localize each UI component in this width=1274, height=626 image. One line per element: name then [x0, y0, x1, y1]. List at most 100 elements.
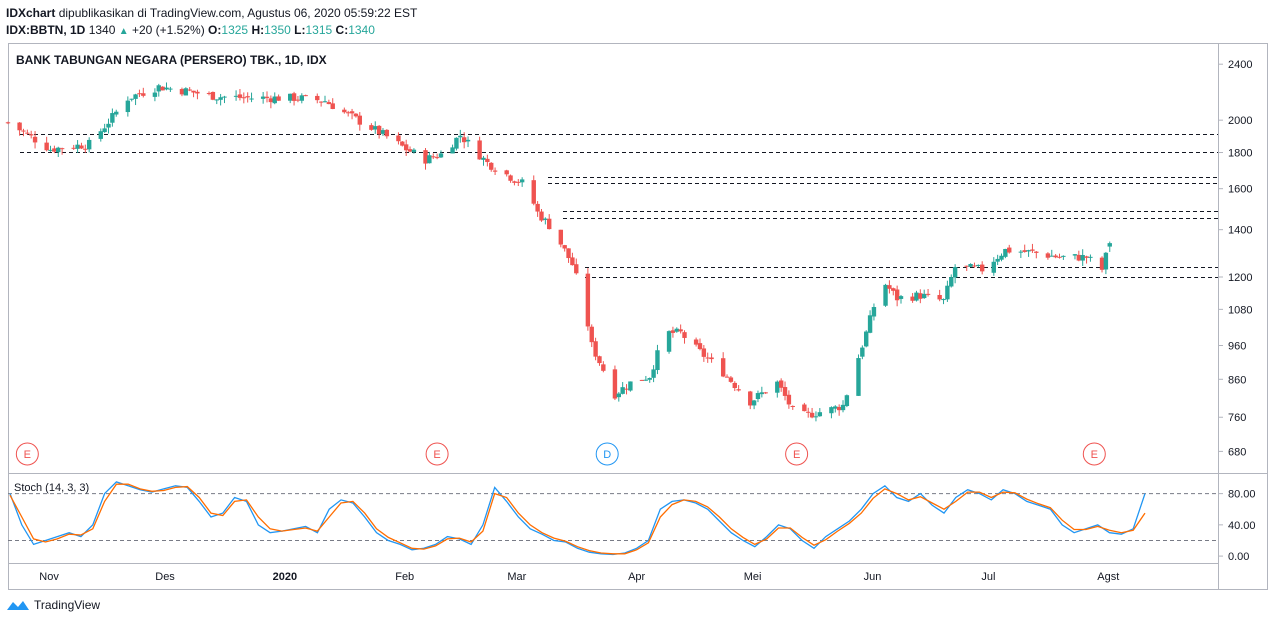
candle[interactable]	[775, 380, 780, 398]
candle[interactable]	[156, 83, 161, 97]
candle[interactable]	[403, 139, 409, 156]
candle[interactable]	[380, 128, 386, 136]
candle[interactable]	[477, 136, 482, 160]
candle[interactable]	[179, 87, 185, 97]
candle[interactable]	[222, 95, 227, 104]
candle[interactable]	[709, 353, 714, 363]
candle[interactable]	[883, 283, 888, 307]
candle[interactable]	[705, 352, 710, 363]
candle[interactable]	[728, 375, 734, 383]
candle[interactable]	[373, 121, 378, 134]
candle[interactable]	[809, 407, 815, 419]
candle[interactable]	[778, 378, 784, 392]
candle[interactable]	[887, 280, 892, 294]
candle[interactable]	[25, 129, 30, 135]
candle[interactable]	[1072, 253, 1078, 260]
candle[interactable]	[1053, 254, 1058, 259]
candle[interactable]	[75, 140, 80, 153]
candle[interactable]	[1057, 253, 1062, 259]
candle[interactable]	[817, 408, 823, 417]
candle[interactable]	[976, 264, 981, 268]
candle[interactable]	[535, 201, 540, 217]
candle[interactable]	[763, 391, 768, 394]
candle[interactable]	[141, 87, 146, 98]
candle[interactable]	[5, 121, 11, 125]
candle[interactable]	[21, 128, 26, 137]
candle[interactable]	[643, 375, 649, 382]
candle[interactable]	[48, 145, 53, 152]
candle[interactable]	[585, 268, 591, 331]
candle[interactable]	[697, 338, 703, 351]
candle[interactable]	[160, 86, 165, 91]
candle[interactable]	[183, 87, 189, 96]
candle[interactable]	[508, 174, 513, 183]
candle[interactable]	[434, 153, 440, 160]
candle[interactable]	[1030, 243, 1035, 253]
candle[interactable]	[833, 405, 838, 413]
candle[interactable]	[732, 381, 737, 392]
earnings-marker[interactable]: E	[15, 442, 39, 466]
candle[interactable]	[628, 381, 633, 392]
candle[interactable]	[249, 92, 254, 103]
candle[interactable]	[83, 144, 88, 153]
candle[interactable]	[56, 146, 61, 157]
earnings-marker[interactable]: E	[425, 442, 449, 466]
candle[interactable]	[701, 345, 707, 362]
candle[interactable]	[106, 118, 111, 134]
publisher-name[interactable]: IDXchart	[6, 6, 56, 20]
candle[interactable]	[349, 108, 355, 120]
candle[interactable]	[492, 167, 498, 175]
candle[interactable]	[264, 91, 270, 103]
candle[interactable]	[427, 151, 432, 164]
candle[interactable]	[829, 406, 834, 419]
candle[interactable]	[1003, 248, 1008, 259]
candle[interactable]	[288, 93, 293, 104]
candle[interactable]	[547, 214, 552, 230]
candle[interactable]	[1061, 255, 1066, 260]
candle[interactable]	[299, 93, 305, 104]
candle[interactable]	[991, 257, 996, 276]
candle[interactable]	[353, 113, 359, 118]
candle[interactable]	[489, 162, 494, 172]
candle[interactable]	[1022, 244, 1027, 253]
candle[interactable]	[516, 179, 521, 187]
candle[interactable]	[233, 90, 239, 101]
candle[interactable]	[504, 169, 509, 177]
candle[interactable]	[137, 89, 142, 98]
candle[interactable]	[1026, 249, 1031, 257]
candle[interactable]	[187, 87, 192, 92]
candle[interactable]	[891, 287, 896, 296]
candle[interactable]	[237, 89, 243, 101]
candle[interactable]	[937, 289, 942, 302]
time-axis[interactable]: Nov Des 2020 Feb Mar Apr Mei Jun Jul Agst	[39, 571, 1119, 583]
candle[interactable]	[1088, 254, 1093, 262]
candle[interactable]	[813, 411, 819, 422]
candle[interactable]	[276, 94, 281, 101]
candle[interactable]	[612, 365, 618, 401]
candle[interactable]	[755, 390, 761, 403]
candle[interactable]	[674, 327, 679, 333]
candle[interactable]	[589, 324, 594, 348]
candle[interactable]	[376, 125, 382, 139]
candle[interactable]	[925, 288, 931, 297]
candle[interactable]	[678, 324, 683, 334]
candle[interactable]	[531, 175, 536, 206]
candle[interactable]	[102, 123, 107, 133]
candle[interactable]	[71, 144, 76, 150]
candle[interactable]	[952, 264, 958, 284]
candle[interactable]	[864, 330, 869, 348]
candle[interactable]	[210, 91, 216, 101]
candle[interactable]	[423, 148, 428, 170]
candle[interactable]	[736, 385, 741, 392]
candle[interactable]	[1080, 249, 1085, 267]
candle[interactable]	[1107, 241, 1112, 252]
candle[interactable]	[1099, 256, 1105, 273]
candle[interactable]	[910, 293, 915, 303]
price-axis[interactable]: 2400 2000 1800 1600 1400 1200 1080 960 860 760 680	[1218, 59, 1252, 458]
candle[interactable]	[999, 253, 1004, 262]
candle[interactable]	[295, 95, 301, 103]
candle[interactable]	[164, 82, 169, 91]
candle[interactable]	[867, 310, 873, 334]
candle[interactable]	[407, 146, 413, 153]
